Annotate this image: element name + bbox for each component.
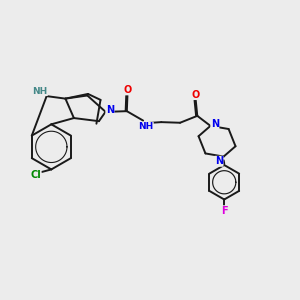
Text: N: N [106,105,114,115]
Text: O: O [192,90,200,100]
Text: O: O [123,85,132,95]
Text: N: N [215,156,223,166]
Text: F: F [221,206,228,216]
Text: NH: NH [138,122,153,131]
Text: Cl: Cl [30,170,41,180]
Text: N: N [211,119,219,129]
Text: NH: NH [32,87,47,96]
